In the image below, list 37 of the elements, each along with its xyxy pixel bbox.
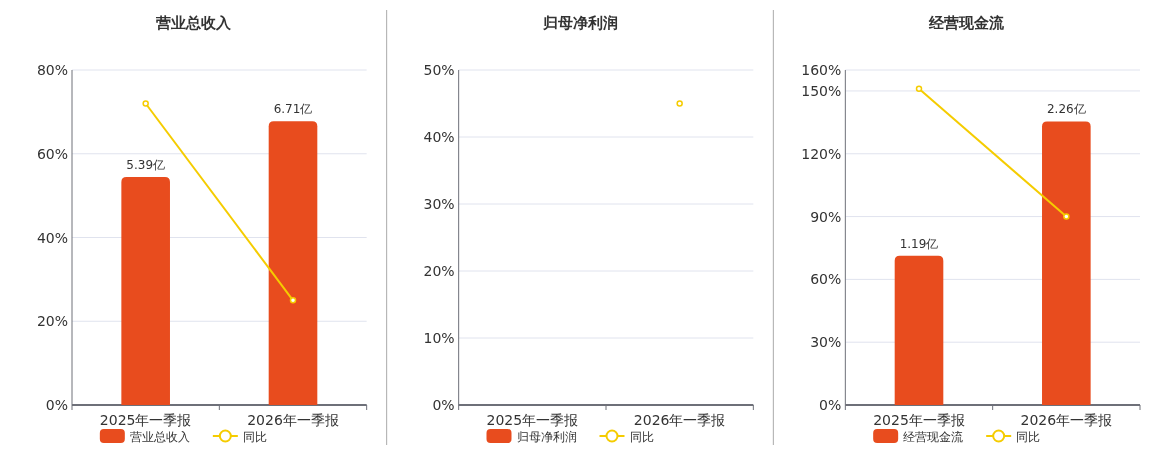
x-tick-label: 2025年一季报	[486, 412, 579, 428]
y-tick-label: 160%	[801, 62, 842, 78]
legend-label: 营业总收入	[129, 430, 190, 444]
y-tick-label: 30%	[810, 334, 842, 351]
legend-label: 同比	[242, 430, 267, 444]
y-tick-label: 150%	[801, 82, 842, 99]
y-tick-label: 0%	[432, 397, 455, 413]
y-tick-label: 60%	[36, 145, 68, 162]
data-label: 6.71亿	[273, 102, 313, 117]
y-tick-label: 50%	[423, 62, 455, 78]
y-tick-label: 120%	[801, 145, 842, 162]
y-tick-label: 60%	[810, 271, 842, 288]
y-tick-label: 40%	[36, 229, 68, 246]
y-tick-label: 80%	[36, 62, 68, 78]
y-tick-label: 90%	[810, 208, 842, 225]
data-label: 2.26亿	[1046, 102, 1086, 117]
y-tick-label: 40%	[423, 129, 455, 145]
chart-title: 归母净利润	[541, 14, 618, 32]
y-tick-label: 0%	[819, 397, 842, 413]
x-tick-label: 2026年一季报	[633, 412, 726, 428]
y-tick-label: 30%	[423, 196, 455, 212]
y-tick-label: 10%	[423, 330, 455, 346]
legend-label: 同比	[629, 430, 654, 444]
x-tick-label: 2025年一季报	[873, 412, 965, 428]
x-tick-label: 2026年一季报	[247, 412, 339, 428]
data-label: 5.39亿	[126, 158, 166, 173]
x-tick-label: 2026年一季报	[1020, 412, 1113, 428]
legend-label: 经营现金流	[903, 430, 964, 444]
chart-title: 经营现金流	[928, 14, 1006, 32]
x-tick-label: 2025年一季报	[99, 412, 192, 428]
data-label: 1.19亿	[899, 236, 939, 251]
chart-title: 营业总收入	[154, 14, 232, 32]
y-tick-label: 0%	[45, 397, 68, 413]
legend-label: 同比	[1016, 430, 1041, 444]
y-tick-label: 20%	[36, 313, 68, 330]
legend-label: 归母净利润	[516, 430, 577, 444]
y-tick-label: 20%	[423, 263, 455, 279]
